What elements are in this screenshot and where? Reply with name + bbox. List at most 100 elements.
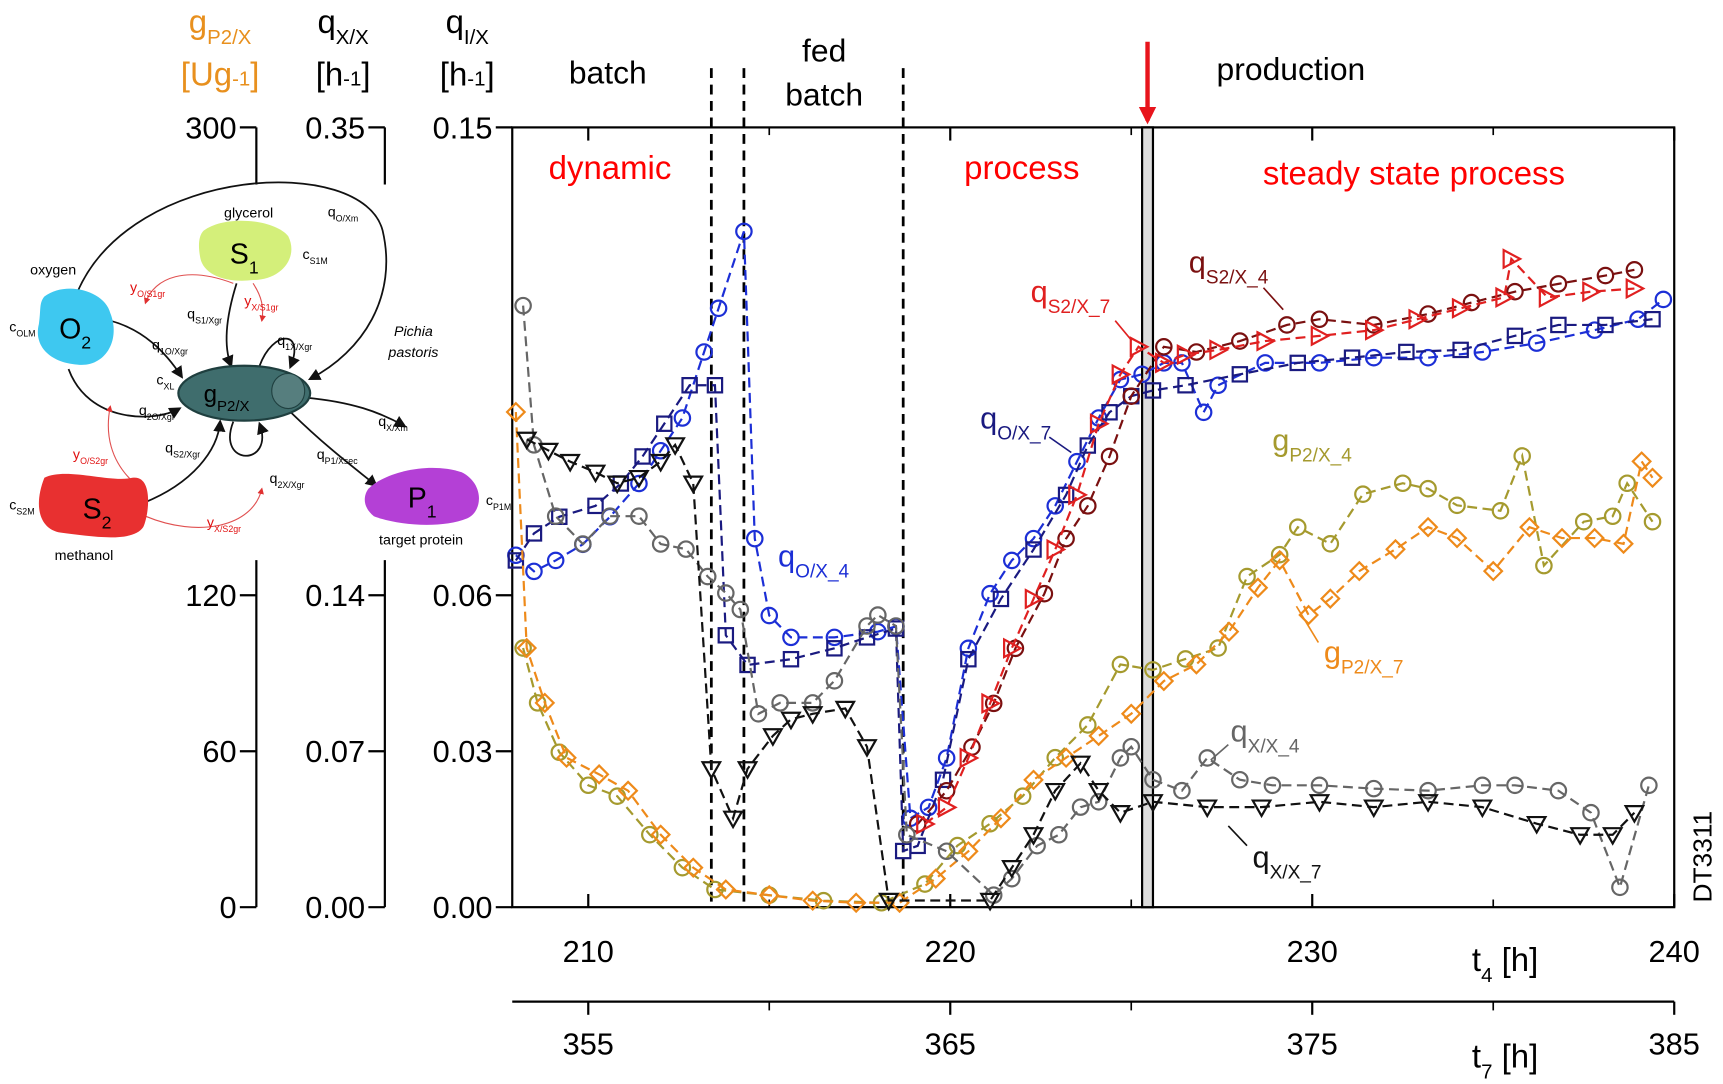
text-part: O/X_4 [795, 561, 849, 582]
marker [1289, 354, 1306, 372]
text-part: -1 [467, 69, 485, 91]
marker [1631, 451, 1652, 472]
marker [651, 535, 670, 553]
marker [1270, 545, 1289, 564]
marker [959, 747, 980, 769]
arrow [143, 274, 234, 305]
marker [587, 497, 604, 515]
arrow [290, 412, 378, 488]
text-part: 1O/Xgr [160, 346, 188, 356]
series-line [522, 305, 1650, 897]
marker [1269, 549, 1290, 571]
arrow [305, 396, 407, 428]
text-part: [h] [1492, 1038, 1538, 1075]
marker [1525, 815, 1548, 835]
marker [739, 656, 756, 674]
marker [1623, 805, 1646, 824]
marker [516, 637, 538, 659]
marker [706, 377, 724, 394]
text-part: S1/Xgr [195, 316, 222, 326]
marker [1055, 747, 1077, 769]
label: O2 [59, 313, 91, 352]
y-tick-label: 300 [185, 110, 236, 145]
label: qS1/Xgr [187, 307, 222, 326]
marker [1263, 776, 1282, 795]
marker [782, 650, 800, 668]
series-line [514, 411, 1654, 904]
switch-band [1141, 126, 1155, 909]
series-label: qS2/X_4 [1189, 244, 1269, 288]
marker [606, 475, 628, 495]
text-part: q [187, 307, 195, 323]
text-part: q [328, 204, 336, 220]
marker [641, 825, 659, 844]
x-tick-label: 240 [1649, 934, 1700, 969]
text-part: P [408, 482, 427, 514]
marker [677, 540, 695, 558]
text-part: -1 [232, 69, 250, 91]
marker [1209, 639, 1227, 657]
arrow [229, 421, 269, 457]
text-part: t [1472, 941, 1481, 978]
marker [1231, 332, 1249, 350]
marker [630, 507, 648, 525]
marker [1088, 725, 1110, 747]
text-part: q [1252, 840, 1269, 875]
label: pastoris [387, 345, 438, 361]
marker [1209, 339, 1230, 361]
marker [1364, 319, 1385, 341]
marker [984, 694, 1003, 713]
text-part: [h [316, 56, 343, 93]
arrow [142, 419, 226, 504]
x2-tick-label: 375 [1287, 1026, 1338, 1061]
text-part: q [152, 337, 160, 353]
marker [803, 694, 822, 712]
marker [1046, 538, 1067, 561]
marker [1186, 654, 1207, 675]
marker [981, 692, 1002, 715]
text-part: q [1031, 274, 1048, 309]
marker [1569, 827, 1591, 846]
marker [1046, 497, 1065, 515]
marker [1079, 497, 1097, 515]
text-part: [h] [1492, 941, 1538, 978]
series-label: qX/X_7 [1252, 840, 1321, 884]
marker [1408, 308, 1429, 330]
marker [1585, 321, 1604, 339]
process-label: dynamic [549, 149, 672, 186]
protein-blob [364, 467, 479, 525]
marker [546, 507, 565, 525]
text-part: y [244, 293, 252, 309]
text-part: ] [250, 56, 259, 93]
label: oxygen [30, 263, 76, 279]
marker [749, 705, 768, 723]
label: methanol [55, 548, 114, 564]
marker [1582, 803, 1600, 822]
marker [960, 650, 977, 668]
marker [1549, 781, 1568, 800]
marker [1100, 447, 1119, 466]
marker [1596, 266, 1615, 285]
marker [1013, 787, 1032, 805]
text-part: S1M [310, 256, 328, 266]
leader [1048, 436, 1072, 454]
marker [1288, 518, 1307, 536]
marker [681, 377, 698, 394]
marker [722, 810, 744, 830]
series-line [515, 231, 1665, 821]
text-part: 2O/Xgr [147, 412, 175, 422]
label: S1 [230, 239, 259, 278]
marker [525, 562, 543, 581]
leader [1227, 825, 1248, 847]
text-part: ] [361, 56, 370, 93]
marker [1177, 377, 1194, 394]
plot-frame [511, 126, 1676, 909]
series [916, 248, 1646, 835]
marker [649, 453, 672, 473]
marker [584, 464, 607, 484]
text-part: ] [485, 56, 494, 93]
marker [1173, 781, 1191, 800]
axis-title: qI/X [446, 3, 490, 49]
marker [990, 807, 1012, 829]
marker [1419, 781, 1437, 800]
